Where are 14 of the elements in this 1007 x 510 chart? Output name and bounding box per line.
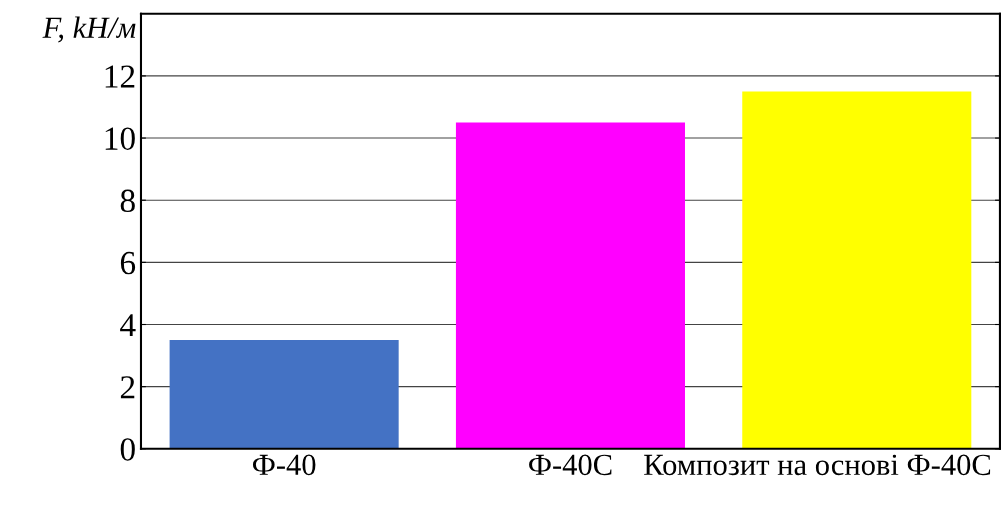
y-axis-title: F, kH/м [42, 16, 136, 43]
y-tick-label: 12 [105, 65, 135, 88]
y-tick-label: 0 [120, 438, 135, 461]
y-tick-label: 2 [120, 376, 135, 399]
x-tick-label: Ф-40 [252, 454, 316, 476]
bar [455, 122, 685, 449]
y-tick-label: 10 [105, 127, 135, 150]
y-tick-label: 8 [120, 189, 135, 213]
bar [742, 91, 972, 449]
bar [169, 340, 399, 449]
y-tick-label: 6 [120, 251, 136, 275]
y-tick-label: 4 [120, 314, 136, 337]
x-tick-label: Композит на основі Ф-40С [644, 454, 991, 476]
x-tick-label: Ф-40С [529, 454, 612, 476]
